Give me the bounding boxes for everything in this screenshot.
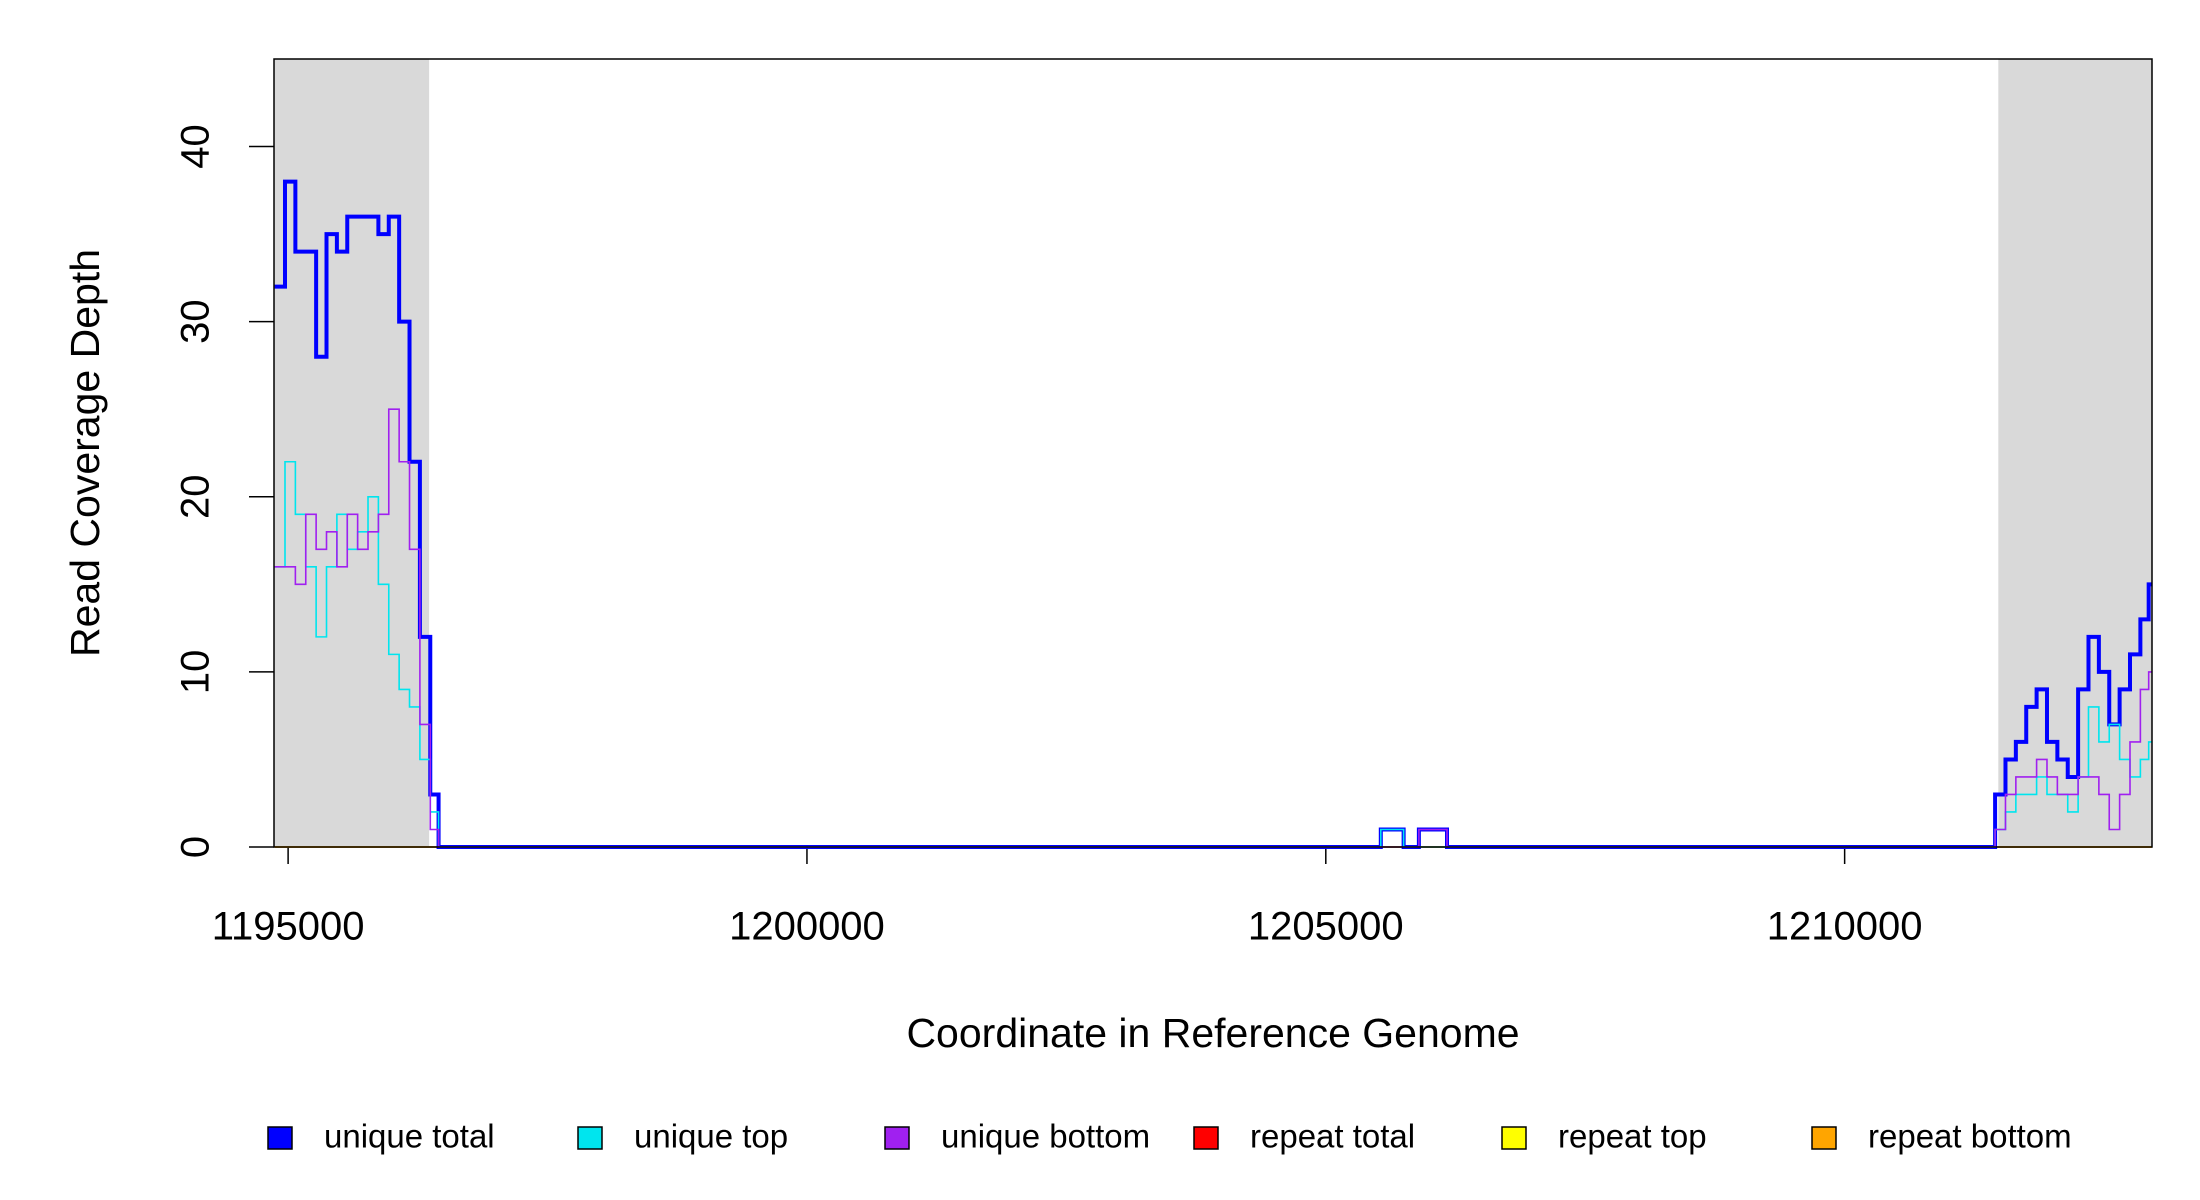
shaded-region: [1998, 59, 2152, 847]
x-tick-label: 1200000: [729, 905, 885, 949]
x-tick-label: 1195000: [212, 905, 365, 949]
shaded-region: [274, 59, 430, 847]
legend-swatch: [884, 1126, 910, 1150]
y-axis-title: Read Coverage Depth: [62, 249, 108, 657]
x-tick-label: 1210000: [1767, 905, 1923, 949]
series-line: [274, 179, 2152, 849]
legend-label: unique total: [324, 1118, 495, 1155]
y-tick-label: 30: [174, 299, 218, 344]
y-tick-label: 10: [174, 650, 218, 695]
series-line: [274, 408, 2152, 848]
y-tick-label: 40: [174, 124, 218, 169]
legend-label: unique top: [634, 1118, 788, 1155]
legend-label: repeat total: [1250, 1118, 1415, 1155]
series-line: [274, 460, 2152, 848]
plot-frame: [273, 58, 2153, 848]
legend-label: repeat top: [1558, 1118, 1707, 1155]
legend-swatch: [1811, 1126, 1837, 1150]
legend-label: unique bottom: [941, 1118, 1150, 1155]
legend-swatch: [267, 1126, 293, 1150]
legend-swatch: [1193, 1126, 1219, 1150]
legend-swatch: [1501, 1126, 1527, 1150]
x-axis-title: Coordinate in Reference Genome: [906, 1010, 1519, 1056]
legend-swatch: [577, 1126, 603, 1150]
y-tick-label: 20: [174, 475, 218, 520]
y-tick-label: 0: [174, 836, 218, 858]
legend-label: repeat bottom: [1868, 1118, 2072, 1155]
x-tick-label: 1205000: [1248, 905, 1404, 949]
